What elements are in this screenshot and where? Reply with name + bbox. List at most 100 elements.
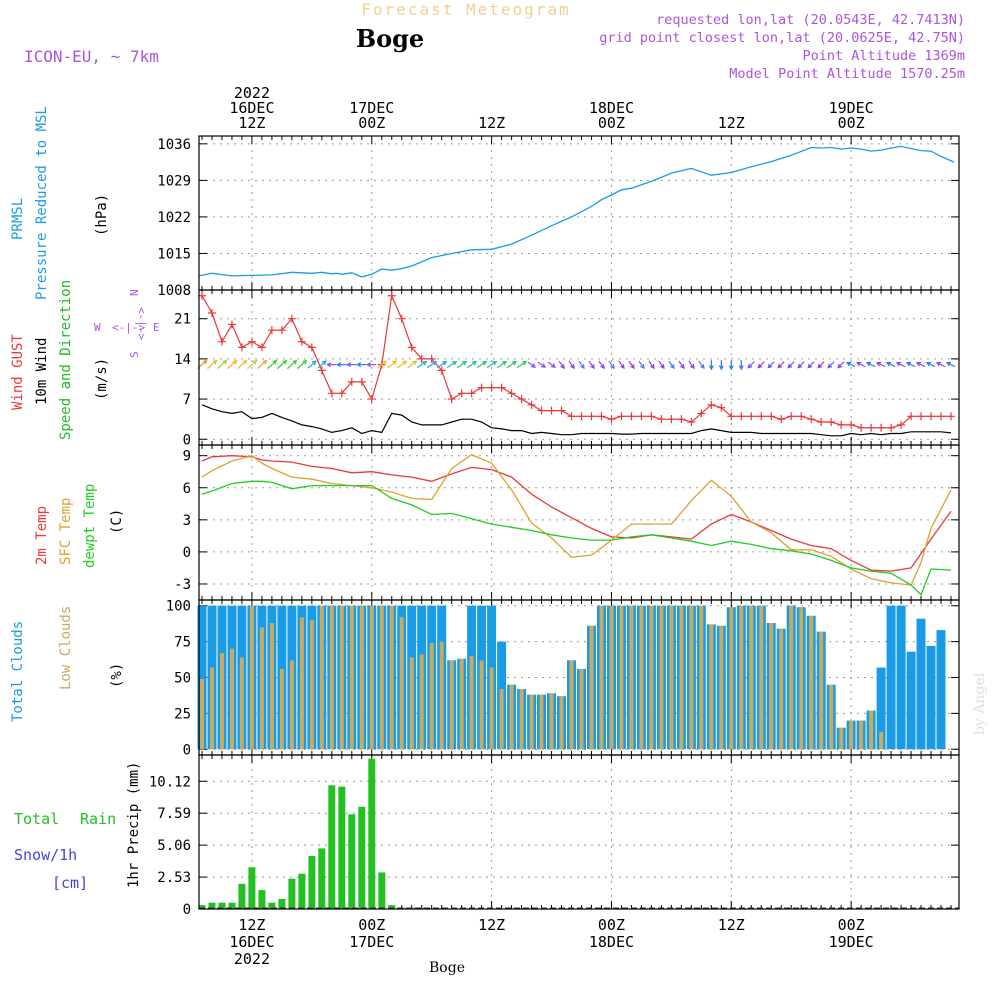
wind-arrow — [688, 360, 695, 369]
wind-arrow — [476, 361, 487, 369]
wind-arrow-head — [452, 360, 458, 366]
plot-layer: 10081015102210291036071421-3036902550751… — [149, 84, 960, 968]
wind-10m-label: 10m Wind — [34, 338, 50, 405]
wind-arrow-head — [708, 365, 714, 371]
wind-arrow — [896, 362, 906, 368]
low-cloud-bar — [339, 605, 344, 750]
wind-gust-marker — [727, 412, 736, 421]
model-altitude: Model Point Altitude 1570.25m — [729, 66, 965, 82]
wind-arrow-head — [462, 360, 468, 366]
wind-arrow-head — [560, 364, 565, 370]
low-cloud-bar — [449, 660, 454, 750]
low-cloud-bar — [210, 667, 214, 750]
wind-gust-marker — [577, 412, 586, 421]
wind-arrow-head — [738, 365, 744, 371]
wind-gust-marker — [237, 343, 246, 352]
precip-bar — [208, 902, 216, 909]
low-cloud-bar — [279, 668, 284, 750]
low-cloud-bar — [629, 605, 634, 750]
wind-arrow — [568, 360, 575, 369]
temp-2m-line — [201, 455, 952, 572]
panel-precip: 0 2.53 5.06 7.59 10.12 — [149, 755, 959, 918]
low-cloud-bar — [359, 605, 364, 750]
wind-arrow — [207, 360, 217, 370]
total-cloud-bar — [936, 630, 946, 750]
top-time-label: 00Z — [598, 114, 625, 132]
wind-gust-marker — [517, 395, 526, 404]
wind-arrow-head — [292, 359, 298, 365]
wind-arrow-head — [660, 364, 665, 370]
low-cloud-bar — [369, 605, 374, 750]
low-cloud-bar — [459, 658, 464, 750]
footer-location: Boge — [429, 960, 465, 976]
wind-arrow — [506, 361, 517, 369]
wind-arrow-head — [321, 360, 327, 366]
bottom-time-label: 00Z — [358, 916, 385, 934]
wind-arrow — [227, 360, 237, 370]
low-cloud-bar — [859, 720, 864, 750]
wind-arrow-head — [492, 360, 498, 366]
wind-arrow-head — [680, 364, 685, 370]
wind-gust-marker — [917, 412, 926, 421]
y-tick-label: 7.59 — [157, 806, 191, 822]
pressure-unit: (hPa) — [94, 194, 110, 236]
wind-arrow — [537, 361, 546, 368]
precip-bar — [238, 883, 246, 909]
low-cloud-bar — [789, 605, 794, 750]
wind-gust-marker — [437, 366, 446, 375]
wind-gust-marker — [217, 337, 226, 346]
cloud-bars — [197, 605, 946, 750]
wind-gust-marker — [307, 343, 316, 352]
wind-arrow — [638, 360, 645, 369]
top-time-label: 12Z — [238, 114, 265, 132]
compass-s: S — [128, 351, 141, 358]
wind-gust-marker — [507, 389, 516, 398]
y-tick-label: 5.06 — [157, 838, 191, 854]
wind-gust-marker — [717, 403, 726, 412]
wind-gust-marker — [387, 291, 396, 300]
wind-arrow — [547, 361, 556, 368]
low-cloud-bar — [729, 607, 734, 750]
top-time-label: 12Z — [718, 114, 745, 132]
wind-gust-marker — [897, 420, 906, 429]
wind-gust-marker — [817, 418, 826, 427]
top-time-label: 12Z — [478, 114, 505, 132]
wind-arrow-head — [630, 364, 635, 370]
y-tick-label: 0 — [183, 742, 191, 758]
wind-gust-marker — [277, 326, 286, 335]
wind-gust-marker — [747, 412, 756, 421]
wind-arrow — [217, 360, 227, 370]
precip-bar — [308, 856, 316, 909]
wind-gust-label: Wind GUST — [10, 334, 26, 410]
y-tick-label: 1029 — [157, 173, 191, 189]
precip-bar — [298, 873, 306, 909]
total-cloud-bar — [916, 618, 926, 750]
wind-gust-marker — [337, 389, 346, 398]
bottom-time-label: 16DEC — [229, 933, 274, 951]
precip-bar — [328, 785, 336, 909]
wind-arrow — [827, 361, 835, 369]
precip-bar — [418, 907, 426, 909]
compass-n: N — [128, 289, 141, 296]
wind-gust-marker — [627, 412, 636, 421]
wind-arrow — [527, 361, 536, 368]
wind-arrow — [446, 361, 457, 369]
y-tick-label: 1015 — [157, 246, 191, 262]
pressure-label-prmsl: PRMSL — [10, 198, 26, 240]
wind-arrow-head — [222, 359, 228, 365]
wind-arrow-head — [442, 360, 448, 366]
low-clouds-label: Low Clouds — [58, 606, 74, 690]
wind-gust-marker — [367, 395, 376, 404]
wind-gust-marker — [457, 389, 466, 398]
total-cloud-bar — [896, 605, 906, 750]
wind-arrow — [317, 360, 327, 369]
precip-bar — [378, 872, 386, 909]
wind-gust-marker — [937, 412, 946, 421]
bottom-time-label: 2022 — [234, 950, 270, 968]
precip-bar — [368, 758, 376, 909]
wind-arrow-head — [346, 362, 352, 368]
wind-gust-marker — [947, 412, 956, 421]
wind-arrow-head — [787, 363, 793, 369]
wind-arrow — [406, 360, 417, 369]
wind-gust-marker — [877, 423, 886, 432]
